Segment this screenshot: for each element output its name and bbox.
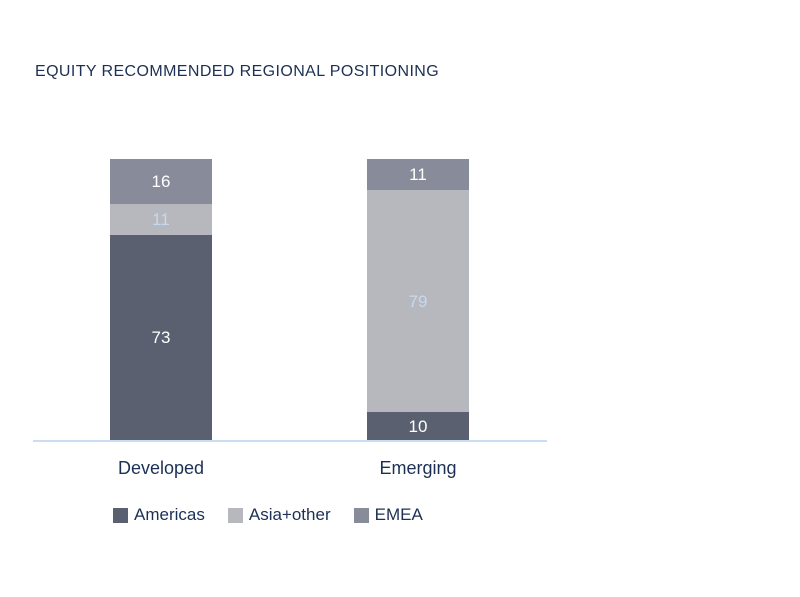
legend-label-americas: Americas bbox=[134, 505, 205, 524]
bar-emerging: 11 79 10 bbox=[367, 159, 469, 440]
legend-item-americas: Americas bbox=[113, 505, 205, 525]
x-axis-line bbox=[33, 440, 547, 442]
legend: Americas Asia+other EMEA bbox=[113, 505, 423, 525]
legend-swatch-asia-other bbox=[227, 507, 243, 523]
chart-title: EQUITY RECOMMENDED REGIONAL POSITIONING bbox=[35, 63, 440, 80]
bar-developed: 16 11 73 bbox=[110, 159, 212, 440]
legend-swatch-emea bbox=[353, 507, 369, 523]
segment-americas-emerging: 10 bbox=[367, 412, 469, 440]
segment-emea-emerging: 11 bbox=[367, 159, 469, 190]
plot-area: 16 11 73 11 79 10 Developed Emerging bbox=[33, 158, 547, 478]
segment-emea-developed: 16 bbox=[110, 159, 212, 204]
legend-item-emea: EMEA bbox=[353, 505, 423, 525]
segment-value-label: 16 bbox=[151, 172, 171, 191]
segment-value-label: 79 bbox=[408, 291, 428, 311]
legend-label-emea: EMEA bbox=[374, 505, 423, 524]
segment-value-label: 11 bbox=[152, 210, 170, 229]
legend-label-asia-other: Asia+other bbox=[248, 505, 331, 524]
segment-asia-other-developed: 11 bbox=[110, 204, 212, 235]
segment-asia-other-emerging: 79 bbox=[367, 190, 469, 412]
segment-value-label: 73 bbox=[151, 328, 171, 347]
category-label-emerging: Emerging bbox=[379, 458, 457, 478]
legend-item-asia-other: Asia+other bbox=[227, 505, 331, 525]
legend-swatch-americas bbox=[113, 507, 128, 523]
segment-value-label: 11 bbox=[409, 165, 427, 184]
category-label-developed: Developed bbox=[117, 458, 205, 478]
segment-value-label: 10 bbox=[408, 416, 428, 436]
segment-americas-developed: 73 bbox=[110, 235, 212, 440]
